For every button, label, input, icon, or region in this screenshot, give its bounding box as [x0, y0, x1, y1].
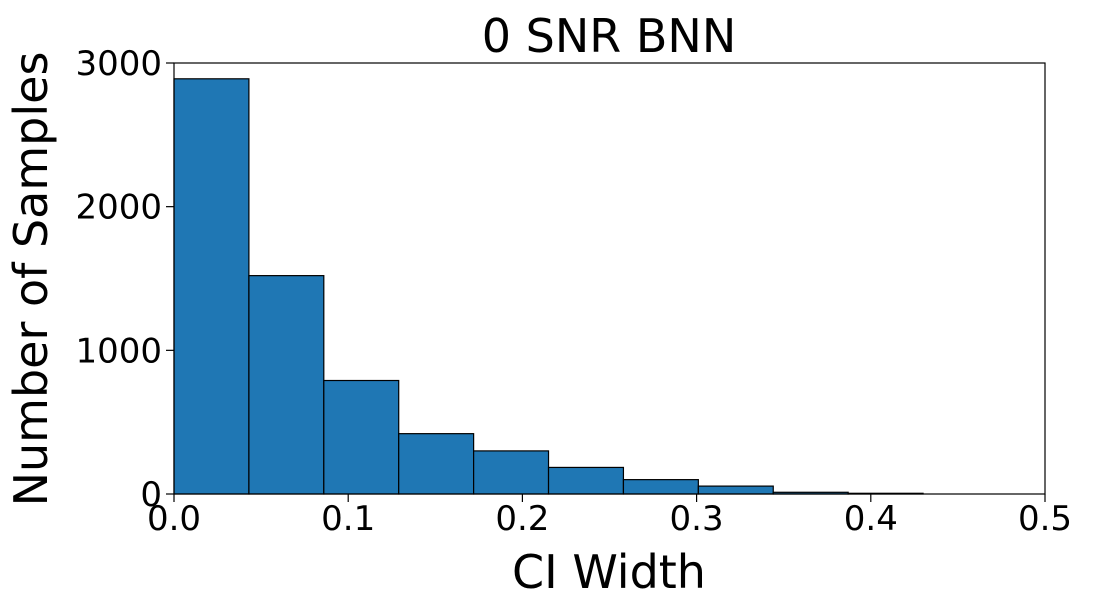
x-tick-label: 0.5	[1018, 499, 1072, 539]
x-tick-label: 0.1	[321, 499, 375, 539]
y-axis-label: Number of Samples	[4, 52, 58, 507]
y-tick-label: 2000	[75, 188, 162, 228]
y-axis-ticks: 0 1000 2000 3000	[75, 44, 174, 515]
y-tick-label: 3000	[75, 44, 162, 84]
histogram-bar-2	[248, 275, 325, 495]
histogram-bar-1	[173, 78, 250, 495]
y-tick-label: 1000	[75, 331, 162, 371]
bars-group	[173, 78, 924, 495]
histogram-bar-8	[697, 485, 774, 495]
histogram-bar-7	[622, 479, 699, 495]
x-tick-label: 0.2	[495, 499, 549, 539]
y-tick-label: 0	[140, 475, 162, 515]
histogram-bar-3	[323, 379, 400, 495]
x-axis-label: CI Width	[512, 545, 706, 599]
histogram-bar-6	[547, 466, 625, 495]
x-tick-label: 0.3	[670, 499, 724, 539]
chart-title: 0 SNR BNN	[482, 9, 736, 63]
x-axis-ticks: 0.0 0.1 0.2 0.3 0.4 0.5	[147, 494, 1072, 539]
histogram-bar-4	[398, 433, 475, 495]
x-tick-label: 0.0	[147, 499, 201, 539]
histogram-bar-5	[473, 450, 550, 495]
plot-frame	[173, 62, 1046, 495]
x-tick-label: 0.4	[844, 499, 898, 539]
